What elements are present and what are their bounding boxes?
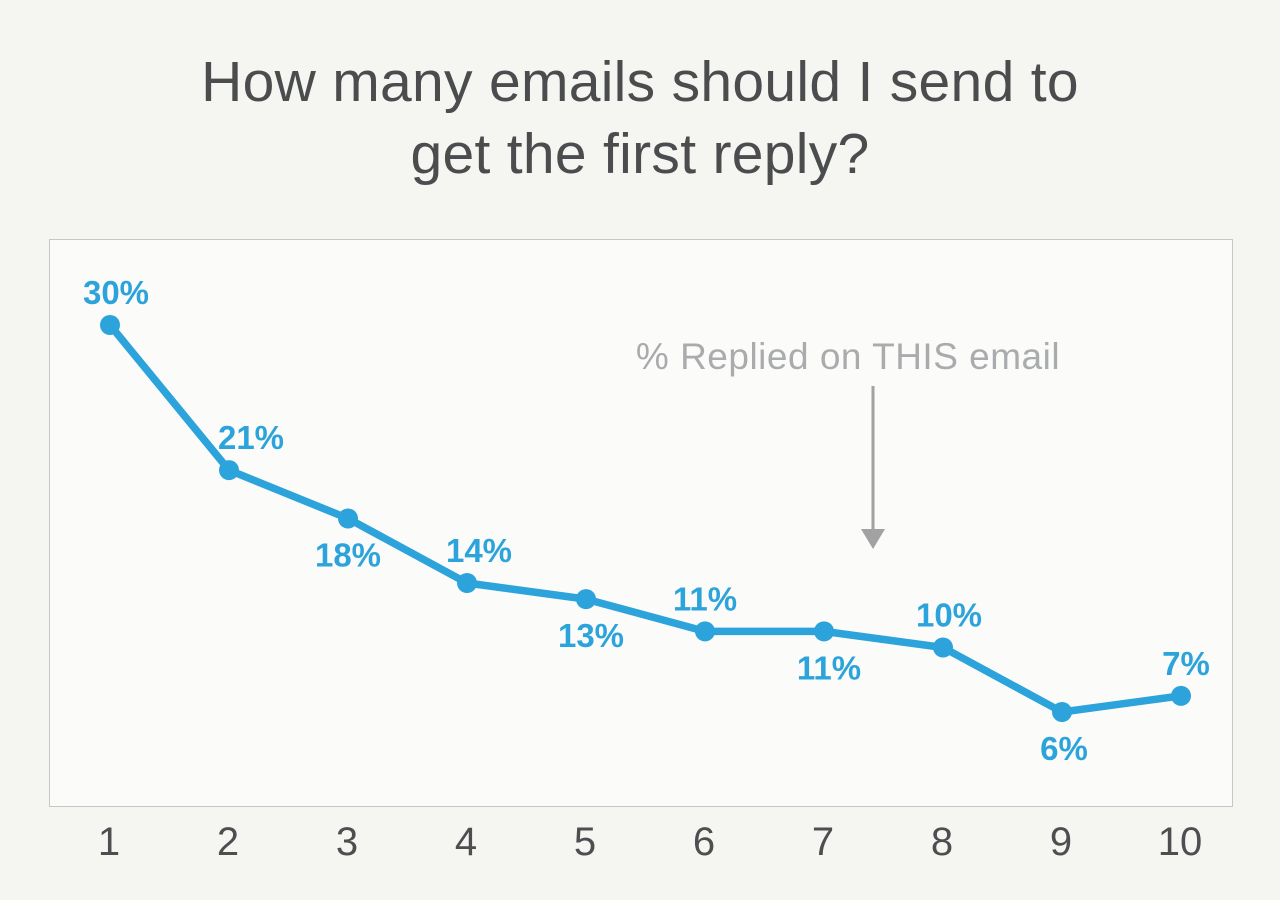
x-axis-label: 6 <box>692 820 716 864</box>
data-point <box>933 637 953 658</box>
data-point <box>219 460 239 481</box>
point-label: 13% <box>558 617 624 654</box>
data-point <box>100 315 120 335</box>
x-axis-label: 2 <box>216 820 240 864</box>
x-axis-label: 10 <box>1157 820 1203 864</box>
point-label: 11% <box>673 580 737 617</box>
x-axis-label: 3 <box>335 820 359 864</box>
x-axis-label: 4 <box>454 820 478 864</box>
plot-area: 30% 21% 18% 14% 13% 11% 11% 10% 6% 7% % Replied o… <box>49 239 1233 807</box>
chart-title-line2: get the first reply? <box>410 122 870 186</box>
data-point <box>457 573 477 593</box>
point-label: 11% <box>797 649 861 686</box>
chart-title-line1: How many emails should I send to <box>201 50 1079 114</box>
point-label: 18% <box>315 537 381 574</box>
line-chart: 30% 21% 18% 14% 13% 11% 11% 10% 6% 7% <box>83 274 1210 767</box>
point-label: 30% <box>83 274 149 311</box>
point-label: 14% <box>446 532 512 569</box>
point-label: 6% <box>1040 730 1088 767</box>
data-point <box>576 589 596 610</box>
data-point <box>695 621 715 642</box>
data-point <box>338 508 358 529</box>
point-label: 21% <box>218 419 284 456</box>
point-label: 10% <box>916 597 982 634</box>
annotation-label: % Replied on THIS email <box>635 336 1061 377</box>
x-axis-label: 7 <box>811 820 835 864</box>
x-axis-label: 9 <box>1049 820 1073 864</box>
down-arrow-icon <box>861 386 885 549</box>
chart-title: How many emails should I send to get the… <box>0 46 1280 190</box>
x-axis-label: 1 <box>97 820 121 864</box>
data-point <box>1052 702 1072 722</box>
data-point <box>814 621 834 642</box>
x-axis: 1 2 3 4 5 6 7 8 9 10 <box>49 820 1233 880</box>
data-point <box>1171 685 1191 706</box>
point-label: 7% <box>1162 645 1210 682</box>
x-axis-label: 5 <box>573 820 597 864</box>
line-series <box>106 321 1185 716</box>
x-axis-label: 8 <box>930 820 954 864</box>
